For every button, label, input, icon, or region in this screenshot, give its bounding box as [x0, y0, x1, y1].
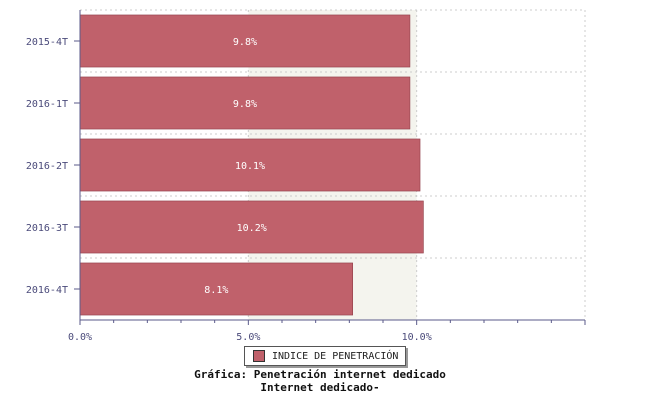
bar — [79, 14, 411, 68]
bar — [79, 200, 424, 254]
axis-layer — [74, 10, 586, 325]
legend: INDICE DE PENETRACIÓN — [244, 346, 406, 366]
category-label: 2016-4T — [26, 285, 68, 296]
x-tick-label: 5.0% — [236, 332, 260, 343]
bar — [79, 262, 354, 316]
legend-label: INDICE DE PENETRACIÓN — [272, 350, 399, 362]
category-label: 2016-2T — [26, 161, 68, 172]
category-label: 2016-3T — [26, 223, 68, 234]
bar — [79, 76, 411, 130]
category-label: 2015-4T — [26, 37, 68, 48]
x-tick-label: 0.0% — [68, 332, 92, 343]
x-tick-label: 10.0% — [402, 332, 432, 343]
data-label: 9.8% — [233, 99, 257, 110]
data-label: 9.8% — [233, 37, 257, 48]
category-label: 2016-1T — [26, 99, 68, 110]
chart-subtitle: Internet dedicado- — [260, 381, 380, 394]
data-label: 8.1% — [204, 285, 228, 296]
bar-layer — [79, 14, 424, 316]
legend-swatch — [253, 350, 265, 362]
data-label: 10.2% — [237, 223, 267, 234]
data-label: 10.1% — [235, 161, 265, 172]
chart-title: Gráfica: Penetración internet dedicado — [194, 368, 446, 381]
label-layer: 9.8% 2015-4T 9.8% 2016-1T 10.1% 2016-2T 10.2% 2… — [26, 37, 432, 343]
bar — [79, 138, 421, 192]
